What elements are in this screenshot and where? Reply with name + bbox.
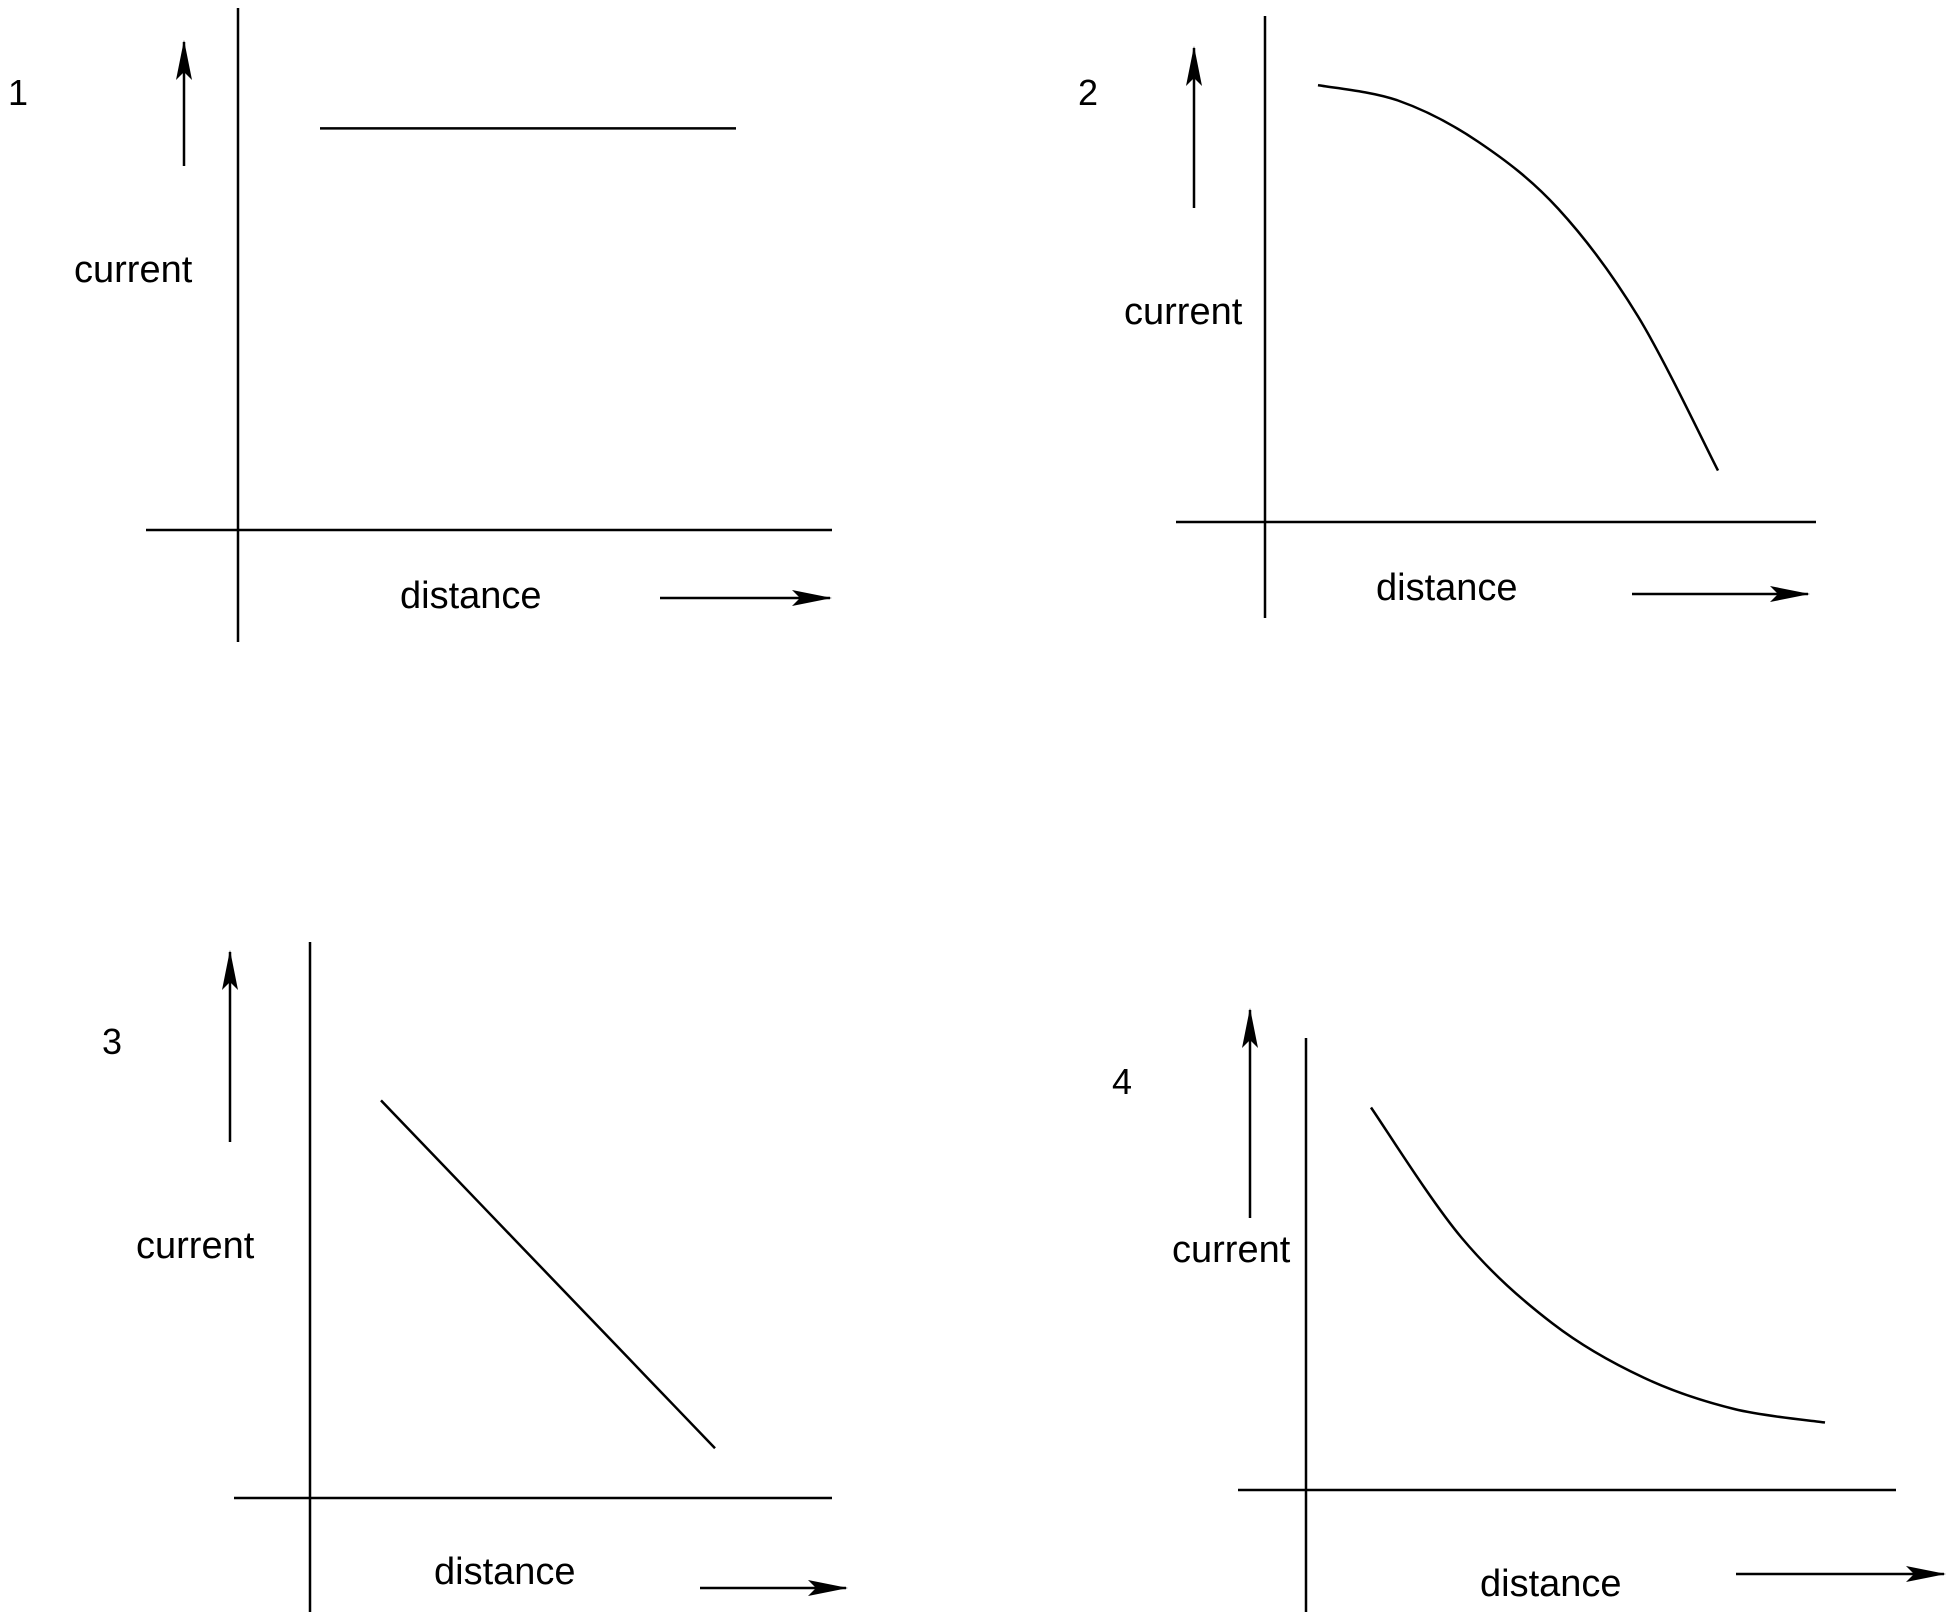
y-axis-label: current xyxy=(1172,1229,1291,1271)
y-axis-label: current xyxy=(74,249,193,291)
panel-number: 4 xyxy=(1112,1061,1132,1102)
panel-number: 3 xyxy=(102,1021,122,1062)
chart-panel-1: 1 current distance xyxy=(8,8,832,642)
chart-panel-3: 3 current distance xyxy=(102,942,848,1612)
x-axis-label: distance xyxy=(1376,567,1518,609)
y-axis-label: current xyxy=(136,1225,255,1267)
panel-number: 1 xyxy=(8,72,28,113)
x-axis-label: distance xyxy=(400,575,542,617)
chart-panel-2: 2 current distance xyxy=(1078,16,1816,618)
y-axis-label: current xyxy=(1124,291,1243,333)
panel-number: 2 xyxy=(1078,72,1098,113)
x-axis-label: distance xyxy=(434,1551,576,1593)
series-line xyxy=(380,1099,716,1450)
series-line xyxy=(1369,1106,1826,1424)
series-line xyxy=(1317,83,1720,472)
x-axis-label: distance xyxy=(1480,1563,1622,1605)
chart-panel-4: 4 current distance xyxy=(1112,1008,1946,1612)
